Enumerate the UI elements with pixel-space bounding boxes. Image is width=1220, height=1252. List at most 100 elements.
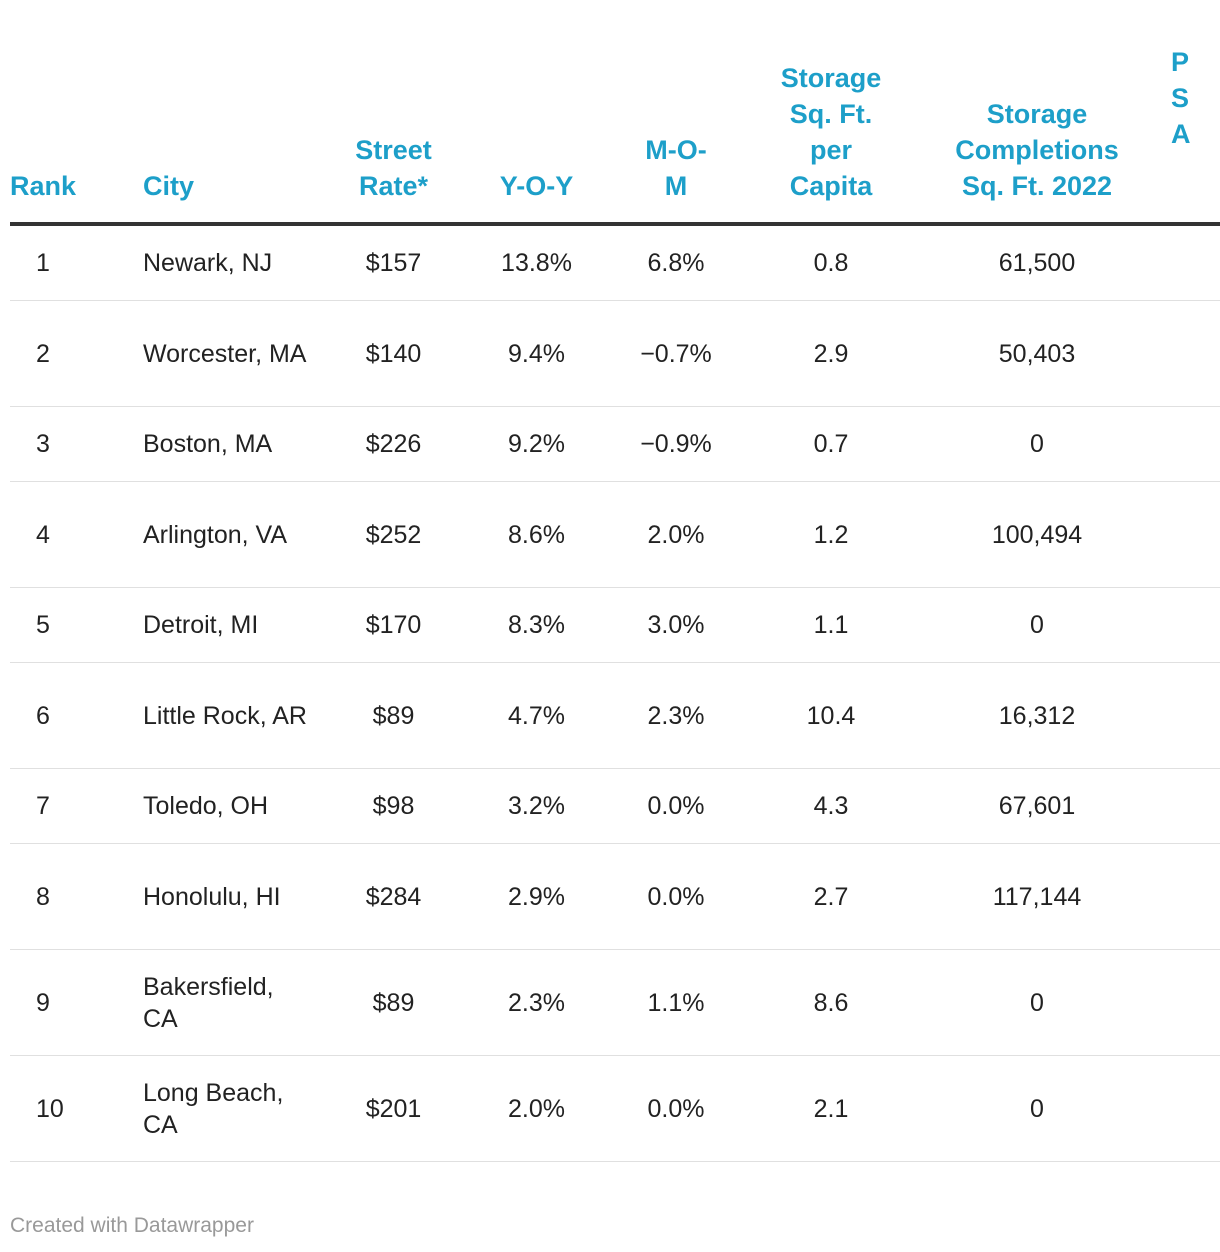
table-row: 4 Arlington, VA $252 8.6% 2.0% 1.2 100,494 [10, 481, 1220, 588]
cell-completions: 100,494 [917, 481, 1157, 588]
cell-mom: 6.8% [607, 224, 745, 301]
header-mom-label: M-O-M [645, 135, 707, 201]
cell-yoy: 9.4% [466, 300, 607, 407]
cell-truncated [1157, 587, 1220, 663]
table-row: 9 Bakersfield, CA $89 2.3% 1.1% 8.6 0 [10, 949, 1220, 1056]
cell-street-rate: $157 [321, 224, 466, 301]
cell-completions: 16,312 [917, 662, 1157, 769]
cell-rank: 4 [10, 481, 143, 588]
cell-rank: 8 [10, 843, 143, 950]
header-sqft-per-capita[interactable]: Storage Sq. Ft. per Capita [745, 0, 917, 226]
cell-rank: 7 [10, 768, 143, 844]
cell-completions: 0 [917, 587, 1157, 663]
header-truncated-label: P S A [1171, 47, 1191, 149]
cell-yoy: 2.9% [466, 843, 607, 950]
cell-yoy: 4.7% [466, 662, 607, 769]
cell-city: Toledo, OH [143, 768, 321, 844]
cell-completions: 0 [917, 406, 1157, 482]
cell-street-rate: $252 [321, 481, 466, 588]
cell-yoy: 13.8% [466, 224, 607, 301]
header-city[interactable]: City [143, 0, 321, 226]
cell-city: Little Rock, AR [143, 662, 321, 769]
cell-yoy: 8.3% [466, 587, 607, 663]
cell-city: Honolulu, HI [143, 843, 321, 950]
credit-footer[interactable]: Created with Datawrapper [10, 1214, 254, 1237]
header-mom[interactable]: M-O-M [607, 0, 745, 226]
table-row: 1 Newark, NJ $157 13.8% 6.8% 0.8 61,500 [10, 224, 1220, 301]
header-completions-label: Storage Completions Sq. Ft. 2022 [955, 99, 1119, 201]
cell-city: Worcester, MA [143, 300, 321, 407]
table-row: 7 Toledo, OH $98 3.2% 0.0% 4.3 67,601 [10, 768, 1220, 844]
cell-street-rate: $284 [321, 843, 466, 950]
cell-truncated [1157, 768, 1220, 844]
cell-completions: 61,500 [917, 224, 1157, 301]
cell-rank: 2 [10, 300, 143, 407]
cell-completions: 0 [917, 949, 1157, 1056]
cell-sqft-per-capita: 1.2 [745, 481, 917, 588]
cell-sqft-per-capita: 4.3 [745, 768, 917, 844]
cell-rank: 1 [10, 224, 143, 301]
table-row: 3 Boston, MA $226 9.2% −0.9% 0.7 0 [10, 406, 1220, 482]
cell-sqft-per-capita: 0.7 [745, 406, 917, 482]
cell-sqft-per-capita: 8.6 [745, 949, 917, 1056]
cell-city: Detroit, MI [143, 587, 321, 663]
cell-street-rate: $89 [321, 949, 466, 1056]
header-yoy[interactable]: Y-O-Y [466, 0, 607, 226]
cell-street-rate: $201 [321, 1055, 466, 1162]
cell-rank: 6 [10, 662, 143, 769]
cell-street-rate: $98 [321, 768, 466, 844]
cell-street-rate: $89 [321, 662, 466, 769]
cell-city: Boston, MA [143, 406, 321, 482]
table-body: 1 Newark, NJ $157 13.8% 6.8% 0.8 61,500 2 Worces… [10, 224, 1220, 1162]
cell-truncated [1157, 300, 1220, 407]
cell-yoy: 3.2% [466, 768, 607, 844]
cell-rank: 9 [10, 949, 143, 1056]
cell-yoy: 2.3% [466, 949, 607, 1056]
cell-mom: 0.0% [607, 1055, 745, 1162]
cell-truncated [1157, 481, 1220, 588]
cell-sqft-per-capita: 1.1 [745, 587, 917, 663]
header-rank[interactable]: Rank [10, 0, 143, 226]
table-row: 6 Little Rock, AR $89 4.7% 2.3% 10.4 16,312 [10, 662, 1220, 769]
cell-yoy: 9.2% [466, 406, 607, 482]
cell-city: Arlington, VA [143, 481, 321, 588]
cell-sqft-per-capita: 2.9 [745, 300, 917, 407]
cell-mom: 0.0% [607, 768, 745, 844]
header-street-rate-label: Street Rate* [355, 135, 432, 201]
header-truncated[interactable]: P S A [1157, 0, 1220, 226]
cell-sqft-per-capita: 0.8 [745, 224, 917, 301]
header-completions[interactable]: Storage Completions Sq. Ft. 2022 [917, 0, 1157, 226]
cell-completions: 0 [917, 1055, 1157, 1162]
cell-mom: −0.9% [607, 406, 745, 482]
cell-rank: 10 [10, 1055, 143, 1162]
table-row: 2 Worcester, MA $140 9.4% −0.7% 2.9 50,403 [10, 300, 1220, 407]
cell-truncated [1157, 224, 1220, 301]
cell-truncated [1157, 406, 1220, 482]
cell-truncated [1157, 1055, 1220, 1162]
cell-truncated [1157, 843, 1220, 950]
cell-rank: 3 [10, 406, 143, 482]
header-sqft-per-capita-label: Storage Sq. Ft. per Capita [780, 63, 882, 201]
cell-mom: 2.3% [607, 662, 745, 769]
data-table: Rank City Street Rate* Y-O-Y M-O-M Stora… [10, 0, 1220, 1162]
cell-city: Bakersfield, CA [143, 949, 321, 1056]
header-row: Rank City Street Rate* Y-O-Y M-O-M Stora… [10, 0, 1220, 226]
cell-street-rate: $170 [321, 587, 466, 663]
table-container: Rank City Street Rate* Y-O-Y M-O-M Stora… [10, 0, 1220, 1190]
table-row: 5 Detroit, MI $170 8.3% 3.0% 1.1 0 [10, 587, 1220, 663]
header-street-rate[interactable]: Street Rate* [321, 0, 466, 226]
cell-mom: 3.0% [607, 587, 745, 663]
header-yoy-label: Y-O-Y [499, 171, 574, 201]
cell-street-rate: $226 [321, 406, 466, 482]
table-row: 10 Long Beach, CA $201 2.0% 0.0% 2.1 0 [10, 1055, 1220, 1162]
cell-yoy: 2.0% [466, 1055, 607, 1162]
cell-truncated [1157, 949, 1220, 1056]
cell-completions: 50,403 [917, 300, 1157, 407]
cell-sqft-per-capita: 2.7 [745, 843, 917, 950]
cell-yoy: 8.6% [466, 481, 607, 588]
cell-sqft-per-capita: 10.4 [745, 662, 917, 769]
cell-city: Long Beach, CA [143, 1055, 321, 1162]
cell-mom: −0.7% [607, 300, 745, 407]
cell-rank: 5 [10, 587, 143, 663]
cell-truncated [1157, 662, 1220, 769]
